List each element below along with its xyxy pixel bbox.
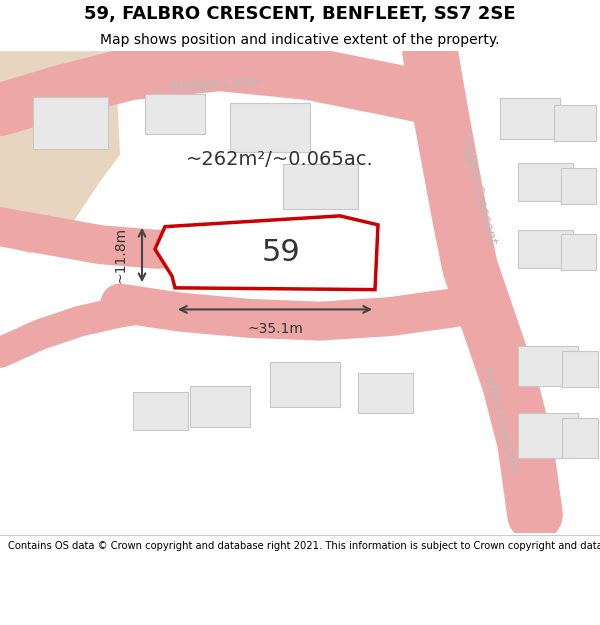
- Bar: [145, 94, 205, 134]
- Polygon shape: [0, 51, 120, 254]
- Bar: [562, 418, 598, 458]
- Bar: [358, 373, 413, 413]
- Text: Falbro Crescent: Falbro Crescent: [457, 136, 499, 246]
- Text: 59, FALBRO CRESCENT, BENFLEET, SS7 2SE: 59, FALBRO CRESCENT, BENFLEET, SS7 2SE: [84, 6, 516, 23]
- Text: Contains OS data © Crown copyright and database right 2021. This information is : Contains OS data © Crown copyright and d…: [8, 541, 600, 551]
- Bar: [554, 105, 596, 141]
- Text: ~35.1m: ~35.1m: [247, 322, 303, 336]
- Bar: [562, 351, 598, 387]
- Text: 59: 59: [262, 238, 301, 268]
- Bar: [133, 392, 187, 430]
- Bar: [517, 230, 572, 268]
- Text: Hedge Lane: Hedge Lane: [169, 74, 261, 95]
- Text: Map shows position and indicative extent of the property.: Map shows position and indicative extent…: [100, 33, 500, 47]
- Bar: [560, 168, 595, 204]
- Text: ~11.8m: ~11.8m: [113, 227, 127, 283]
- Bar: [517, 162, 572, 201]
- Bar: [518, 413, 578, 458]
- Bar: [190, 386, 250, 427]
- Text: Falbro Crescent: Falbro Crescent: [479, 366, 521, 475]
- Text: ~262m²/~0.065ac.: ~262m²/~0.065ac.: [186, 150, 374, 169]
- Bar: [560, 234, 595, 270]
- Bar: [283, 164, 358, 209]
- Polygon shape: [155, 216, 378, 289]
- Bar: [32, 97, 107, 149]
- Bar: [270, 362, 340, 407]
- Bar: [518, 346, 578, 386]
- Bar: [230, 103, 310, 152]
- Bar: [500, 99, 560, 139]
